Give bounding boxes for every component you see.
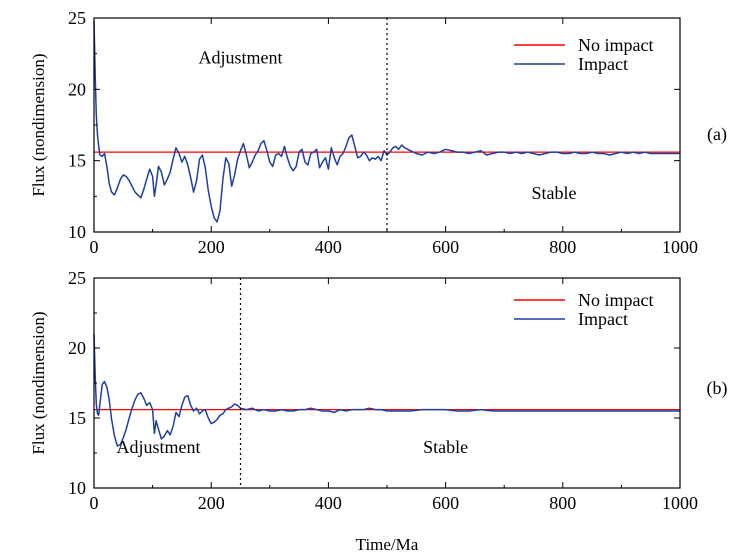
x-tick-label: 1000 xyxy=(662,493,698,513)
region-label-stable: Stable xyxy=(532,183,577,203)
x-tick-label: 800 xyxy=(549,493,576,513)
panel-b: 0 200 400 600 800 1000 10 15 20 25 Flux (nondimens… xyxy=(29,268,728,554)
region-label-adjustment: Adjustment xyxy=(199,48,283,68)
x-tick-label: 400 xyxy=(315,493,342,513)
y-tick-label: 15 xyxy=(68,408,86,428)
y-tick-label: 20 xyxy=(68,79,86,99)
y-tick-label: 25 xyxy=(68,268,86,288)
y-tick-label: 10 xyxy=(68,222,86,242)
y-tick-label: 25 xyxy=(68,8,86,28)
legend-label: Impact xyxy=(578,54,628,74)
x-tick-label: 1000 xyxy=(662,237,698,257)
series-line-impact xyxy=(93,20,680,223)
region-label-stable: Stable xyxy=(423,437,468,457)
legend-label: Impact xyxy=(578,309,628,329)
x-tick-label: 600 xyxy=(432,237,459,257)
x-tick-label: 0 xyxy=(90,493,99,513)
x-tick-label: 200 xyxy=(198,493,225,513)
y-axis-title: Flux (nondimension) xyxy=(29,53,48,196)
series-line-impact xyxy=(93,333,680,447)
legend-label: No impact xyxy=(578,290,653,310)
panel-label: (b) xyxy=(707,378,728,399)
region-label-adjustment: Adjustment xyxy=(116,437,200,457)
panel-a: 0 200 400 600 800 1000 10 15 20 25 Flux (nondimens… xyxy=(29,8,727,257)
x-axis-title: Time/Ma xyxy=(356,535,419,554)
y-tick-label: 10 xyxy=(68,478,86,498)
panel-label: (a) xyxy=(707,124,727,145)
x-tick-label: 200 xyxy=(198,237,225,257)
x-tick-label: 800 xyxy=(549,237,576,257)
y-tick-label: 20 xyxy=(68,338,86,358)
y-tick-label: 15 xyxy=(68,151,86,171)
x-tick-label: 600 xyxy=(432,493,459,513)
legend-label: No impact xyxy=(578,35,653,55)
x-tick-label: 0 xyxy=(90,237,99,257)
x-tick-label: 400 xyxy=(315,237,342,257)
y-axis-title: Flux (nondimension) xyxy=(29,311,48,454)
